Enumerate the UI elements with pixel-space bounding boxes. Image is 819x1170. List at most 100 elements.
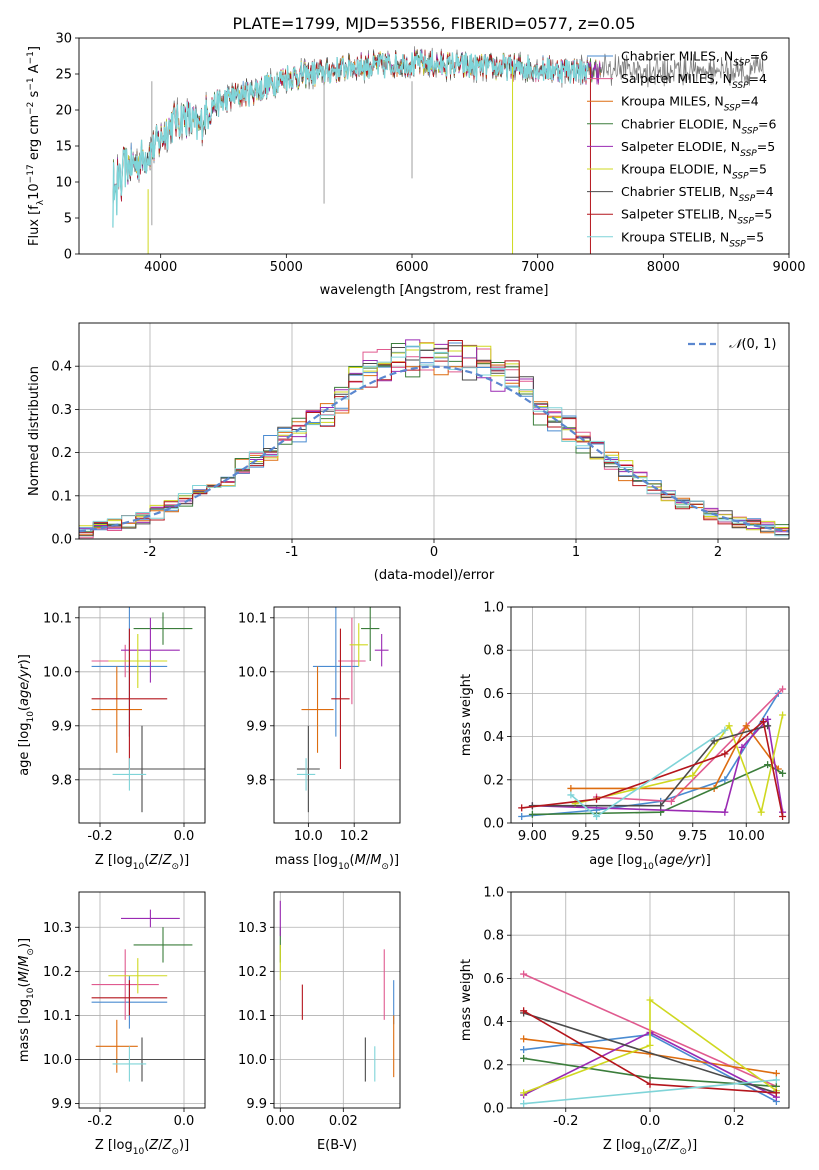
- weight-marker-sStelib: [646, 1080, 654, 1088]
- x-tick-label: -0.2: [553, 1114, 578, 1129]
- weight-marker-cMiles: [721, 776, 729, 784]
- weight-marker-kElodie: [646, 996, 654, 1004]
- errorbar-point-cElodie: [133, 927, 193, 963]
- errorbar-point-sStelib: [91, 628, 168, 769]
- weight-marker-kElodie: [520, 1089, 528, 1097]
- legend-entry: Salpeter ELODIE, NSSP=5: [621, 139, 775, 159]
- legend-entry: Salpeter STELIB, NSSP=5: [621, 207, 772, 227]
- chart-2: -0.2 0.0 9.8 9.9 10.0 10.1 Z [log10(Z/Z⊙)] age …: [17, 606, 206, 872]
- y-tick-label: 10.3: [43, 921, 72, 936]
- y-tick-label: 10.0: [238, 1053, 267, 1068]
- plot-area: [296, 607, 389, 813]
- chart-7: -0.2 0.0 0.2 0.0 0.2 0.4 0.6 0.8 1.0 Z [log10(Z/Z…: [459, 886, 790, 1157]
- x-tick-label: -0.2: [87, 829, 112, 844]
- errorbar-point-sElodie: [121, 617, 180, 683]
- weight-marker-kElodie: [757, 808, 765, 816]
- y-tick-label: 10.1: [238, 1009, 267, 1024]
- axes-frame: [510, 891, 790, 1109]
- plot-area: [112, 46, 765, 254]
- y-tick-label: 10.2: [43, 965, 72, 980]
- errorbar-point-sMiles: [91, 949, 159, 1020]
- y-tick-label: 9.8: [246, 773, 267, 788]
- y-tick-label: 5: [64, 212, 72, 227]
- axes-frame: [78, 37, 790, 255]
- x-axis-label: age [log10(age/yr)]: [589, 853, 711, 872]
- errorbar-point-kStelib: [296, 758, 316, 791]
- histogram-cStelib: [79, 345, 789, 537]
- figure-title: PLATE=1799, MJD=53556, FIBERID=0577, z=0…: [232, 14, 635, 33]
- weight-marker-cMiles: [520, 1046, 528, 1054]
- y-tick-label: 0.4: [483, 730, 504, 745]
- x-tick-label: -0.2: [87, 1114, 112, 1129]
- x-tick-label: 8000: [647, 260, 680, 275]
- y-tick-label: 0.0: [483, 1102, 504, 1117]
- errorbar-point-cStelib: [79, 725, 205, 813]
- y-tick-label: 9.9: [246, 1097, 267, 1112]
- y-tick-label: 9.9: [51, 1097, 72, 1112]
- y-tick-label: 9.9: [51, 719, 72, 734]
- axes-frame: [273, 606, 401, 824]
- weight-line-cStelib: [532, 725, 768, 807]
- weight-marker-kElodie: [646, 1041, 654, 1049]
- y-tick-label: 0.2: [51, 446, 72, 461]
- y-tick-label: 10.0: [238, 665, 267, 680]
- y-axis-label: Flux [fλ10−17 erg cm−2 s−1 A−1]: [26, 46, 46, 246]
- y-tick-label: 0.2: [483, 1058, 504, 1073]
- weight-marker-kStelib: [593, 813, 601, 821]
- legend-entry: Chabrier ELODIE, NSSP=6: [621, 116, 776, 136]
- model-spectrum-kStelib: [112, 50, 589, 228]
- errorbar-point-kElodie: [108, 634, 168, 688]
- errorbar-point-kMiles: [95, 1019, 138, 1073]
- x-tick-label: 9.25: [571, 829, 600, 844]
- y-tick-label: 0.8: [483, 929, 504, 944]
- x-tick-label: 9.00: [518, 829, 547, 844]
- x-tick-label: 2: [714, 545, 722, 560]
- weight-marker-sStelib: [759, 717, 767, 725]
- weight-marker-sElodie: [738, 743, 746, 751]
- gaussian-curve: [79, 365, 789, 533]
- x-tick-label: -1: [286, 545, 299, 560]
- weight-marker-sMiles: [520, 970, 528, 978]
- errorbar-point-sElodie: [374, 634, 389, 667]
- legend-entry: Chabrier STELIB, NSSP=4: [621, 184, 774, 204]
- y-tick-label: 10.2: [238, 965, 267, 980]
- axes-frame: [78, 606, 206, 824]
- weight-marker-kElodie: [779, 711, 787, 719]
- weight-marker-cStelib: [764, 722, 772, 730]
- y-tick-label: 20: [55, 104, 72, 119]
- x-tick-label: 0.0: [174, 829, 195, 844]
- x-tick-label: 9.50: [625, 829, 654, 844]
- weight-marker-kMiles: [567, 784, 575, 792]
- weight-marker-cElodie: [779, 769, 787, 777]
- weight-marker-cElodie: [764, 761, 772, 769]
- weight-marker-sMiles: [779, 685, 787, 693]
- weight-line-sElodie: [532, 717, 784, 814]
- x-tick-label: 1: [572, 545, 580, 560]
- errorbar-point-kElodie: [108, 958, 168, 994]
- y-tick-label: 10.1: [238, 611, 267, 626]
- plot-area: [79, 607, 205, 813]
- weight-marker-cMiles: [518, 813, 526, 821]
- weight-marker-sStelib: [779, 813, 787, 821]
- histogram-kStelib: [79, 345, 789, 537]
- x-axis-label: Z [log10(Z/Z⊙)]: [95, 853, 189, 872]
- weight-marker-kStelib: [520, 1100, 528, 1108]
- y-tick-label: 9.8: [51, 773, 72, 788]
- weight-marker-sStelib: [593, 795, 601, 803]
- y-tick-label: 0.0: [483, 817, 504, 832]
- weight-line-kElodie: [523, 998, 777, 1094]
- y-tick-label: 1.0: [483, 886, 504, 901]
- errorbar-point-kMiles: [91, 666, 142, 753]
- y-tick-label: 10.3: [238, 921, 267, 936]
- plot-area: [79, 339, 789, 539]
- y-axis-label: mass weight: [459, 959, 474, 1041]
- x-axis-label: wavelength [Angstrom, rest frame]: [320, 283, 549, 298]
- weight-marker-sStelib: [772, 1089, 780, 1097]
- y-tick-label: 0.8: [483, 644, 504, 659]
- y-axis-label: mass [log10(M/M⊙)]: [17, 938, 36, 1062]
- x-tick-label: 10.0: [294, 829, 323, 844]
- x-axis-label: Z [log10(Z/Z⊙)]: [603, 1138, 697, 1157]
- axes-frame: [273, 891, 401, 1109]
